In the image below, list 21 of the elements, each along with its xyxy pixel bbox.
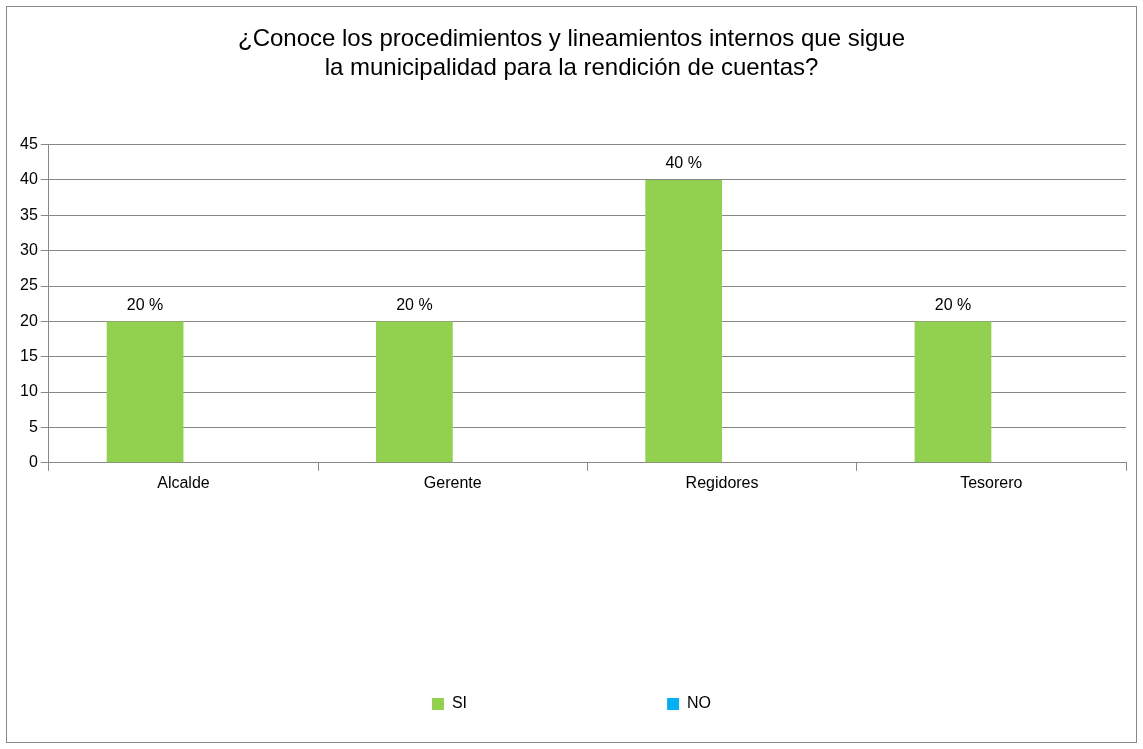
y-tick-label: 10 xyxy=(20,382,38,400)
x-tick-label: Tesorero xyxy=(960,473,1023,491)
data-label: 40 % xyxy=(665,154,702,172)
y-tick-label: 35 xyxy=(20,205,38,223)
y-tick-label: 0 xyxy=(28,453,38,471)
x-tick-label: Gerente xyxy=(423,473,482,491)
data-label: 20 % xyxy=(396,295,433,313)
x-tick-label: Alcalde xyxy=(157,473,210,491)
y-tick-label: 40 xyxy=(20,170,38,188)
y-tick-label: 25 xyxy=(20,276,38,294)
x-tick-label: Regidores xyxy=(685,473,759,491)
y-tick-label: 20 xyxy=(20,311,38,329)
y-tick-label: 5 xyxy=(28,417,38,435)
data-label: 20 % xyxy=(934,295,972,313)
data-label: 20 % xyxy=(126,295,164,313)
legend-label: NO xyxy=(687,694,712,712)
chart-title: ¿Conoce los procedimientos y lineamientos internos que sigue la municipalidad para la rendición de cuentas? xyxy=(237,24,906,80)
y-tick-label: 15 xyxy=(20,347,38,365)
y-tick-label: 45 xyxy=(20,135,38,153)
legend-label: SI xyxy=(451,694,468,712)
y-tick-label: 30 xyxy=(20,241,38,259)
